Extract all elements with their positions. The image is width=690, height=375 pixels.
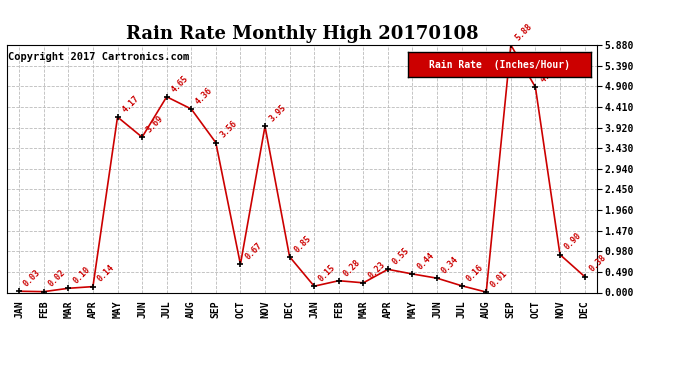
Text: 4.65: 4.65: [170, 74, 190, 94]
Text: 4.36: 4.36: [194, 86, 215, 106]
Text: 0.02: 0.02: [46, 268, 67, 289]
Text: 5.88: 5.88: [513, 22, 534, 42]
Text: 0.14: 0.14: [96, 263, 116, 284]
Text: 0.03: 0.03: [22, 268, 43, 288]
Text: 0.34: 0.34: [440, 255, 460, 275]
Text: 4.17: 4.17: [120, 94, 141, 114]
Text: 0.90: 0.90: [563, 231, 583, 252]
Text: 0.67: 0.67: [243, 241, 264, 261]
Text: 0.01: 0.01: [489, 269, 509, 289]
Text: 0.10: 0.10: [71, 265, 92, 285]
Text: 3.69: 3.69: [145, 114, 166, 134]
Text: 0.16: 0.16: [464, 262, 485, 283]
Text: 0.44: 0.44: [415, 251, 436, 271]
Text: 4.88: 4.88: [538, 64, 559, 84]
Text: 0.23: 0.23: [366, 260, 386, 280]
Text: 0.38: 0.38: [587, 253, 608, 274]
Title: Rain Rate Monthly High 20170108: Rain Rate Monthly High 20170108: [126, 26, 478, 44]
Text: 3.95: 3.95: [268, 103, 288, 123]
Text: 0.15: 0.15: [317, 263, 337, 284]
Text: 0.85: 0.85: [293, 234, 313, 254]
Text: Copyright 2017 Cartronics.com: Copyright 2017 Cartronics.com: [8, 53, 189, 63]
Text: 0.28: 0.28: [342, 257, 362, 278]
Text: 3.56: 3.56: [219, 119, 239, 140]
Text: 0.55: 0.55: [391, 246, 411, 267]
